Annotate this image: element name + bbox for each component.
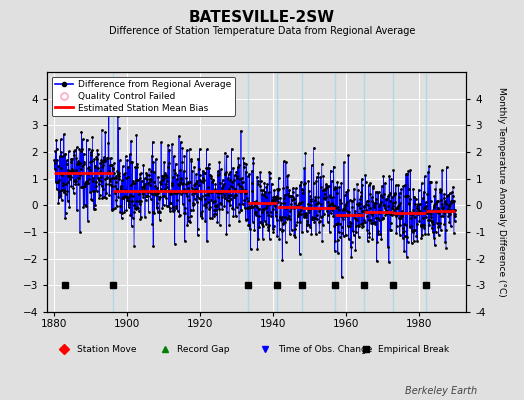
Text: Difference of Station Temperature Data from Regional Average: Difference of Station Temperature Data f… (109, 26, 415, 36)
Y-axis label: Monthly Temperature Anomaly Difference (°C): Monthly Temperature Anomaly Difference (… (497, 87, 506, 297)
Text: Time of Obs. Change: Time of Obs. Change (278, 344, 372, 354)
Text: Record Gap: Record Gap (177, 344, 230, 354)
Text: BATESVILLE-2SW: BATESVILLE-2SW (189, 10, 335, 25)
Text: Empirical Break: Empirical Break (378, 344, 450, 354)
Text: Berkeley Earth: Berkeley Earth (405, 386, 477, 396)
Legend: Difference from Regional Average, Quality Control Failed, Estimated Station Mean: Difference from Regional Average, Qualit… (52, 76, 235, 116)
Text: Station Move: Station Move (77, 344, 136, 354)
